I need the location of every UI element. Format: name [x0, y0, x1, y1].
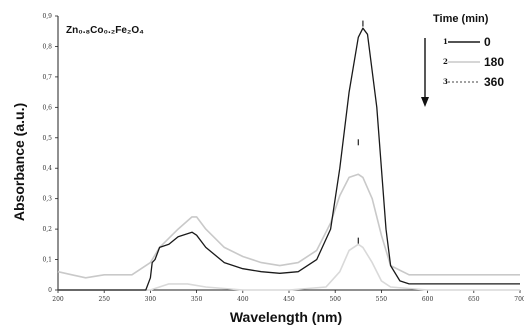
peak-markers [357, 20, 364, 244]
series-lines [57, 27, 520, 291]
y-tick-label: 0,9 [42, 13, 52, 20]
legend: Time (min) 1 0 2 180 3 360 [421, 13, 504, 107]
x-tick-label: 350 [191, 296, 203, 303]
x-tick-label: 550 [376, 296, 388, 303]
legend-label-1: 0 [484, 35, 491, 49]
x-tick-label: 450 [283, 296, 295, 303]
series-line-3 [58, 243, 520, 291]
time-arrow-head [421, 97, 429, 107]
y-tick-label: 0,1 [42, 257, 52, 264]
x-ticks: 200 250 300 350 400 450 500 550 600 650 700 [52, 290, 524, 303]
legend-number-1: 1 [443, 37, 448, 46]
y-axis-title: Absorbance (a.u.) [11, 103, 27, 221]
series-line-1 [58, 27, 520, 291]
x-axis-title: Wavelength (nm) [230, 309, 342, 325]
y-tick-label: 0,2 [42, 226, 52, 233]
x-tick-label: 650 [468, 296, 480, 303]
x-tick-label: 500 [329, 296, 341, 303]
y-tick-label: 0,4 [42, 165, 52, 172]
y-ticks: 0 0,1 0,2 0,3 0,4 0,5 0,6 0,7 0,8 0,9 [42, 13, 58, 294]
x-tick-label: 600 [422, 296, 434, 303]
legend-number-3: 3 [443, 77, 448, 86]
legend-title: Time (min) [433, 13, 489, 25]
y-tick-label: 0 [48, 287, 52, 294]
x-tick-label: 400 [237, 296, 249, 303]
y-tick-label: 0,8 [42, 43, 52, 50]
y-tick-label: 0,6 [42, 104, 52, 111]
compound-annotation: Zn₀.₈Co₀.₂Fe₂O₄ [66, 25, 144, 36]
x-tick-label: 300 [145, 296, 157, 303]
series-line-2 [57, 173, 520, 279]
y-tick-label: 0,3 [42, 196, 52, 203]
legend-number-2: 2 [443, 57, 448, 66]
x-tick-label: 700 [514, 296, 524, 303]
y-tick-label: 0,5 [42, 135, 52, 142]
legend-label-3: 360 [484, 75, 504, 89]
y-tick-label: 0,7 [42, 74, 52, 81]
x-tick-label: 200 [52, 296, 64, 303]
legend-label-2: 180 [484, 55, 504, 69]
x-tick-label: 250 [98, 296, 110, 303]
